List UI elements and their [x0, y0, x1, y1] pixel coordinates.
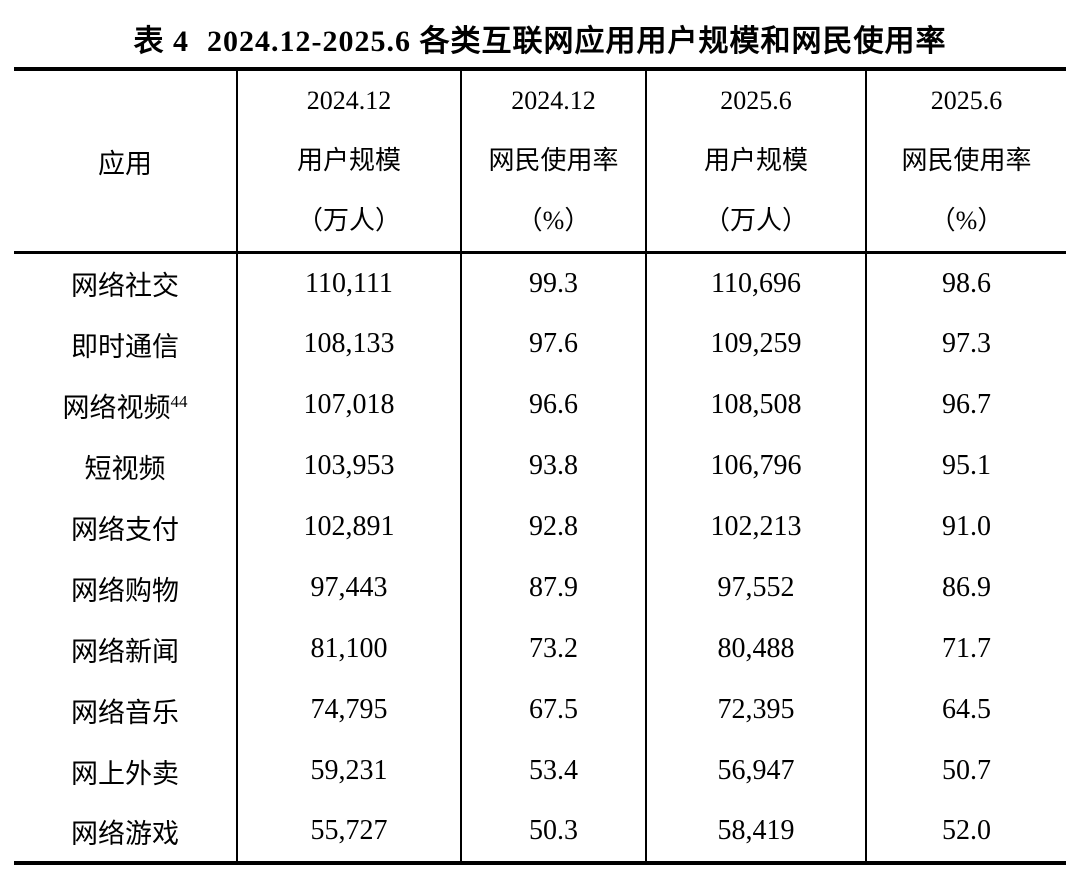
- header-unit: （万人）: [296, 206, 401, 235]
- app-name: 网络支付: [71, 514, 179, 545]
- app-name: 短视频: [84, 453, 166, 484]
- value-cell: 97,443: [236, 557, 461, 619]
- table-row: 网络购物 97,443 87.9 97,552 86.9: [14, 557, 1066, 619]
- value-cell: 58,419: [645, 801, 866, 863]
- header-cell-users-2024: 2024.12 用户规模 （万人）: [236, 69, 461, 254]
- value-cell: 106,796: [645, 435, 866, 497]
- app-name: 即时通信: [71, 331, 179, 362]
- value-cell: 103,953: [236, 435, 461, 497]
- header-unit: （%）: [929, 206, 1004, 235]
- value-cell: 110,696: [645, 252, 866, 314]
- header-metric: 网民使用率: [488, 146, 619, 175]
- app-name-cell: 短视频: [14, 436, 237, 497]
- footnote-ref: 44: [170, 391, 188, 411]
- header-period: 2025.6: [930, 86, 1003, 115]
- app-name-cell: 网络社交: [14, 253, 237, 314]
- value-cell: 91.0: [865, 496, 1066, 558]
- app-name: 网络游戏: [71, 818, 179, 849]
- value-cell: 97.3: [865, 313, 1066, 375]
- app-name-cell: 网络新闻: [14, 619, 237, 680]
- value-cell: 99.3: [460, 252, 646, 314]
- header-cell-app: 应用: [14, 69, 237, 254]
- table-row: 网络视频44 107,018 96.6 108,508 96.7: [14, 374, 1066, 436]
- value-cell: 110,111: [236, 252, 461, 314]
- value-cell: 50.3: [460, 801, 646, 863]
- header-period: 2024.12: [306, 86, 392, 115]
- value-cell: 74,795: [236, 679, 461, 741]
- header-metric: 用户规模: [703, 146, 808, 175]
- table-title-label: 表 4: [133, 25, 189, 58]
- data-table: 应用 2024.12 用户规模 （万人） 2024.12 网民使用率 （%） 2…: [14, 67, 1066, 865]
- app-name-cell: 即时通信: [14, 314, 237, 375]
- header-unit: （%）: [516, 206, 591, 235]
- app-name-cell: 网络游戏: [14, 802, 237, 863]
- value-cell: 96.7: [865, 374, 1066, 436]
- value-cell: 53.4: [460, 740, 646, 802]
- value-cell: 73.2: [460, 618, 646, 680]
- value-cell: 97,552: [645, 557, 866, 619]
- value-cell: 102,213: [645, 496, 866, 558]
- app-name: 网络视频: [62, 392, 171, 423]
- value-cell: 72,395: [645, 679, 866, 741]
- value-cell: 97.6: [460, 313, 646, 375]
- value-cell: 86.9: [865, 557, 1066, 619]
- value-cell: 50.7: [865, 740, 1066, 802]
- table-row: 网络支付 102,891 92.8 102,213 91.0: [14, 496, 1066, 558]
- app-name: 网络新闻: [71, 636, 179, 667]
- app-name-cell: 网络支付: [14, 497, 237, 558]
- app-name: 网络购物: [71, 575, 179, 606]
- header-cell-rate-2025: 2025.6 网民使用率 （%）: [865, 69, 1066, 254]
- table-row: 网络社交 110,111 99.3 110,696 98.6: [14, 252, 1066, 314]
- header-metric: 网民使用率: [901, 146, 1032, 175]
- value-cell: 107,018: [236, 374, 461, 436]
- table-title: 表 4 2024.12-2025.6 各类互联网应用用户规模和网民使用率: [0, 16, 1080, 60]
- value-cell: 81,100: [236, 618, 461, 680]
- value-cell: 67.5: [460, 679, 646, 741]
- value-cell: 96.6: [460, 374, 646, 436]
- app-name-cell: 网络视频44: [14, 375, 237, 436]
- value-cell: 95.1: [865, 435, 1066, 497]
- app-name: 网络音乐: [71, 697, 179, 728]
- header-period: 2025.6: [720, 86, 792, 115]
- value-cell: 92.8: [460, 496, 646, 558]
- value-cell: 56,947: [645, 740, 866, 802]
- header-metric: 用户规模: [296, 146, 401, 175]
- app-name-cell: 网上外卖: [14, 741, 237, 802]
- header-period: 2024.12: [511, 86, 596, 115]
- table-row: 网络游戏 55,727 50.3 58,419 52.0: [14, 801, 1066, 863]
- value-cell: 64.5: [865, 679, 1066, 741]
- value-cell: 87.9: [460, 557, 646, 619]
- value-cell: 108,133: [236, 313, 461, 375]
- table-title-text: 2024.12-2025.6 各类互联网应用用户规模和网民使用率: [207, 25, 947, 58]
- value-cell: 55,727: [236, 801, 461, 863]
- header-unit: （万人）: [703, 206, 808, 235]
- value-cell: 59,231: [236, 740, 461, 802]
- table-row: 网上外卖 59,231 53.4 56,947 50.7: [14, 740, 1066, 802]
- value-cell: 102,891: [236, 496, 461, 558]
- app-name: 网络社交: [71, 271, 179, 302]
- value-cell: 93.8: [460, 435, 646, 497]
- app-name: 网上外卖: [71, 758, 179, 789]
- value-cell: 108,508: [645, 374, 866, 436]
- app-name-cell: 网络购物: [14, 558, 237, 619]
- value-cell: 109,259: [645, 313, 866, 375]
- value-cell: 52.0: [865, 801, 1066, 863]
- table-row: 网络音乐 74,795 67.5 72,395 64.5: [14, 679, 1066, 741]
- value-cell: 98.6: [865, 252, 1066, 314]
- header-cell-users-2025: 2025.6 用户规模 （万人）: [645, 69, 866, 254]
- app-name-cell: 网络音乐: [14, 680, 237, 741]
- table-row: 短视频 103,953 93.8 106,796 95.1: [14, 435, 1066, 497]
- value-cell: 71.7: [865, 618, 1066, 680]
- table-row: 网络新闻 81,100 73.2 80,488 71.7: [14, 618, 1066, 680]
- value-cell: 80,488: [645, 618, 866, 680]
- header-row: 应用 2024.12 用户规模 （万人） 2024.12 网民使用率 （%） 2…: [14, 69, 1066, 254]
- header-cell-rate-2024: 2024.12 网民使用率 （%）: [460, 69, 646, 254]
- table-row: 即时通信 108,133 97.6 109,259 97.3: [14, 313, 1066, 375]
